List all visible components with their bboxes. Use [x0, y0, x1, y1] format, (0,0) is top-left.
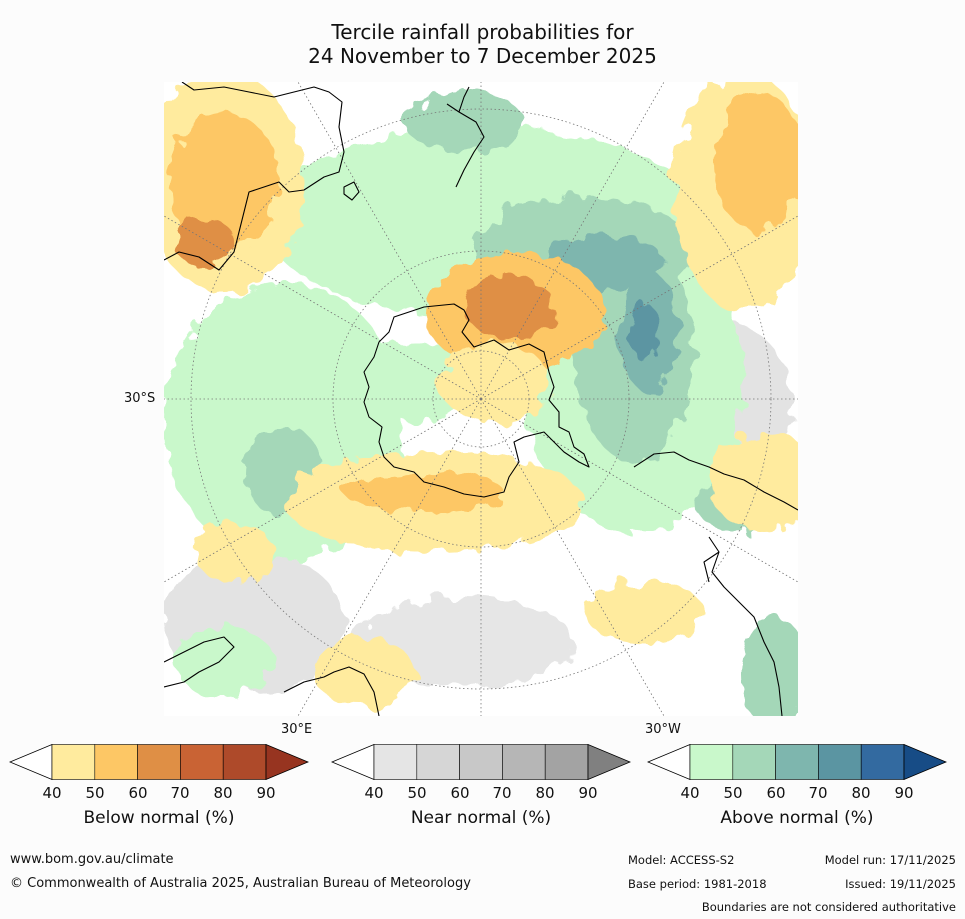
colorbar-swatches — [331, 744, 631, 780]
colorbar-swatches — [647, 744, 947, 780]
colorbar-swatch-over — [587, 744, 631, 780]
tick-label: 70 — [492, 784, 512, 802]
colorbar-swatch-under — [647, 744, 691, 780]
tick-label: 70 — [170, 784, 190, 802]
colorbar-swatch — [94, 744, 138, 780]
australia-coast — [164, 82, 345, 271]
issued-text: Issued: 19/11/2025 — [845, 877, 956, 891]
longitude-label-30e: 30°E — [281, 722, 313, 737]
tick-label: 90 — [256, 784, 276, 802]
title-line-1: Tercile rainfall probabilities for — [331, 20, 634, 44]
colorbar-swatch — [373, 744, 418, 780]
colorbar-near-normal: 40 50 60 70 80 90 Near normal (%) — [331, 744, 631, 844]
below-normal-area — [714, 92, 798, 232]
tick-label: 90 — [894, 784, 914, 802]
south-america-coast — [633, 451, 798, 716]
tick-label: 40 — [364, 784, 384, 802]
coastlines — [164, 82, 798, 716]
graticule — [164, 82, 798, 716]
tick-label: 40 — [42, 784, 62, 802]
map-title: Tercile rainfall probabilities for 24 No… — [0, 20, 965, 68]
tasmania-coast — [343, 181, 360, 201]
colorbar-swatch — [860, 744, 905, 780]
tick-label: 60 — [450, 784, 470, 802]
tick-label: 50 — [723, 784, 743, 802]
below-normal-area — [314, 637, 414, 707]
base-period-text: Base period: 1981-2018 — [628, 877, 767, 891]
colorbar-swatch-over — [903, 744, 947, 780]
model-text: Model: ACCESS-S2 — [628, 853, 735, 867]
title-line-2: 24 November to 7 December 2025 — [308, 44, 657, 68]
latitude-label-30s: 30°S — [124, 391, 156, 406]
colorbar-swatch — [180, 744, 224, 780]
tick-label: 80 — [213, 784, 233, 802]
colorbar-swatch — [689, 744, 734, 780]
colorbar-swatch — [459, 744, 503, 780]
below-normal-area — [709, 432, 798, 532]
model-run-text: Model run: 17/11/2025 — [824, 853, 956, 867]
above-normal-area — [404, 92, 524, 152]
colorbar-swatch — [544, 744, 589, 780]
tick-label: 90 — [578, 784, 598, 802]
below-normal-area — [169, 112, 279, 252]
colorbar-swatch — [222, 744, 267, 780]
tick-label: 50 — [407, 784, 427, 802]
below-normal-area — [439, 342, 549, 422]
tick-label: 60 — [128, 784, 148, 802]
colorbar-swatch-over — [265, 744, 309, 780]
colorbar-swatch — [732, 744, 776, 780]
colorbar-label: Near normal (%) — [410, 808, 552, 828]
africa-coast — [164, 636, 380, 716]
colorbar-ticks: 40 50 60 70 80 90 — [331, 784, 631, 804]
colorbar-swatch — [502, 744, 546, 780]
colorbar-below-normal: 40 50 60 70 80 90 Below normal (%) — [9, 744, 309, 844]
colorbar-ticks: 40 50 60 70 80 90 — [9, 784, 309, 804]
copyright-text: © Commonwealth of Australia 2025, Austra… — [10, 876, 471, 891]
tick-label: 80 — [535, 784, 555, 802]
below-normal-area — [194, 522, 274, 582]
disclaimer-text: Boundaries are not considered authoritat… — [701, 900, 956, 914]
colorbar-above-normal: 40 50 60 70 80 90 Above normal (%) — [647, 744, 947, 844]
above-normal-area — [359, 342, 469, 422]
new-zealand-coast — [446, 86, 485, 188]
tick-label: 50 — [85, 784, 105, 802]
colorbar-label: Above normal (%) — [720, 808, 874, 828]
above-normal-area — [630, 302, 658, 362]
colorbar-swatch-under — [9, 744, 53, 780]
colorbar-swatch — [775, 744, 819, 780]
tick-label: 40 — [680, 784, 700, 802]
below-normal-area — [344, 472, 504, 512]
above-normal-area — [739, 617, 798, 716]
colorbar-ticks: 40 50 60 70 80 90 — [647, 784, 947, 804]
polar-rainfall-map — [164, 82, 798, 716]
tick-label: 60 — [766, 784, 786, 802]
colorbar-swatch-under — [331, 744, 375, 780]
antarctica-coast — [363, 303, 590, 498]
colorbar-label: Below normal (%) — [83, 808, 235, 828]
below-normal-area — [584, 582, 704, 642]
colorbar-swatch — [818, 744, 862, 780]
tick-label: 70 — [808, 784, 828, 802]
below-normal-area — [174, 217, 234, 267]
below-normal-area — [464, 275, 554, 339]
colorbar-swatches — [9, 744, 309, 780]
probability-field — [164, 82, 798, 716]
colorbar-swatch — [416, 744, 460, 780]
colorbar-swatch — [137, 744, 181, 780]
colorbar-swatch — [51, 744, 96, 780]
website-text: www.bom.gov.au/climate — [10, 852, 174, 867]
tick-label: 80 — [851, 784, 871, 802]
longitude-label-30w: 30°W — [645, 722, 681, 737]
